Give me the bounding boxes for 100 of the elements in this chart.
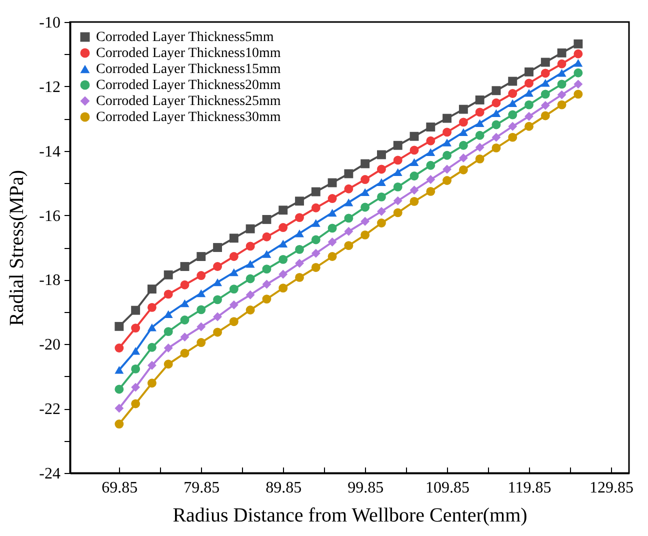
point	[524, 100, 534, 110]
point	[164, 360, 173, 369]
point	[147, 284, 156, 294]
point	[344, 214, 354, 223]
point	[262, 264, 272, 274]
point	[508, 132, 518, 142]
point	[131, 382, 140, 392]
y-tick-label: -14	[39, 143, 60, 160]
point	[246, 274, 255, 284]
point	[574, 49, 583, 58]
point	[557, 90, 566, 100]
point	[311, 187, 320, 196]
point	[131, 324, 140, 332]
point	[278, 270, 288, 279]
point	[376, 164, 386, 174]
point	[376, 192, 386, 202]
point	[213, 312, 222, 322]
point	[393, 168, 402, 176]
point	[508, 76, 518, 86]
point	[311, 263, 320, 272]
y-axis-title: Radial Stress(MPa)	[6, 170, 28, 326]
point	[524, 67, 534, 76]
point	[196, 305, 206, 314]
y-tick-label: -20	[39, 336, 60, 354]
legend-label: Corroded Layer Thickness15mm	[96, 62, 281, 77]
point	[344, 184, 354, 194]
point	[213, 278, 222, 286]
point	[164, 344, 173, 352]
point	[557, 59, 566, 68]
point	[442, 164, 452, 174]
point	[147, 302, 156, 312]
point	[180, 332, 190, 342]
legend-label: Corroded Layer Thickness10mm	[96, 46, 281, 61]
point	[458, 153, 468, 162]
point	[262, 250, 272, 258]
point	[147, 360, 156, 370]
point	[328, 178, 337, 188]
point	[328, 224, 337, 233]
point	[229, 252, 238, 261]
point	[540, 111, 550, 120]
point	[311, 235, 320, 244]
point	[229, 300, 238, 310]
point	[410, 146, 419, 155]
point	[295, 244, 304, 254]
point	[344, 226, 354, 236]
point	[508, 110, 518, 120]
point	[442, 176, 452, 185]
point	[164, 290, 173, 299]
point	[311, 248, 320, 258]
point	[376, 218, 386, 228]
point	[114, 344, 124, 352]
y-tick-label: -10	[39, 14, 60, 32]
x-tick-label: 79.85	[184, 480, 220, 496]
point	[492, 120, 501, 130]
point	[229, 234, 238, 243]
point	[376, 178, 386, 186]
point	[131, 306, 140, 315]
point	[376, 206, 386, 216]
point	[196, 289, 206, 298]
point	[574, 90, 583, 99]
point	[360, 230, 370, 240]
point	[278, 284, 288, 293]
point	[131, 364, 140, 374]
point	[213, 243, 222, 252]
point	[180, 348, 190, 358]
point	[508, 122, 518, 131]
point	[557, 69, 566, 77]
point	[442, 114, 452, 123]
point	[574, 68, 583, 78]
point	[524, 89, 534, 97]
point	[574, 59, 583, 67]
point	[328, 252, 337, 261]
point	[475, 108, 484, 117]
point	[295, 229, 304, 238]
point	[442, 138, 452, 146]
x-tick-label: 129.85	[589, 480, 634, 496]
point	[213, 328, 222, 337]
point	[508, 99, 518, 108]
point	[540, 68, 550, 78]
point	[164, 327, 173, 336]
point	[458, 140, 468, 150]
point	[426, 186, 436, 196]
point	[278, 206, 288, 215]
point	[410, 186, 419, 195]
y-tick-label: -18	[39, 272, 60, 290]
point	[426, 136, 436, 146]
point	[492, 132, 501, 142]
legend-label: Corroded Layer Thickness25mm	[96, 94, 281, 109]
y-tick-label: -24	[39, 466, 60, 482]
point	[114, 384, 124, 394]
point	[246, 260, 255, 268]
x-axis-title: Radius Distance from Wellbore Center(mm)	[172, 504, 528, 526]
x-tick-label: 99.85	[348, 480, 384, 496]
point	[492, 98, 501, 108]
point	[311, 219, 320, 227]
point	[328, 194, 337, 203]
point	[295, 213, 304, 222]
point	[114, 366, 124, 374]
point	[524, 78, 534, 88]
point	[114, 420, 124, 428]
